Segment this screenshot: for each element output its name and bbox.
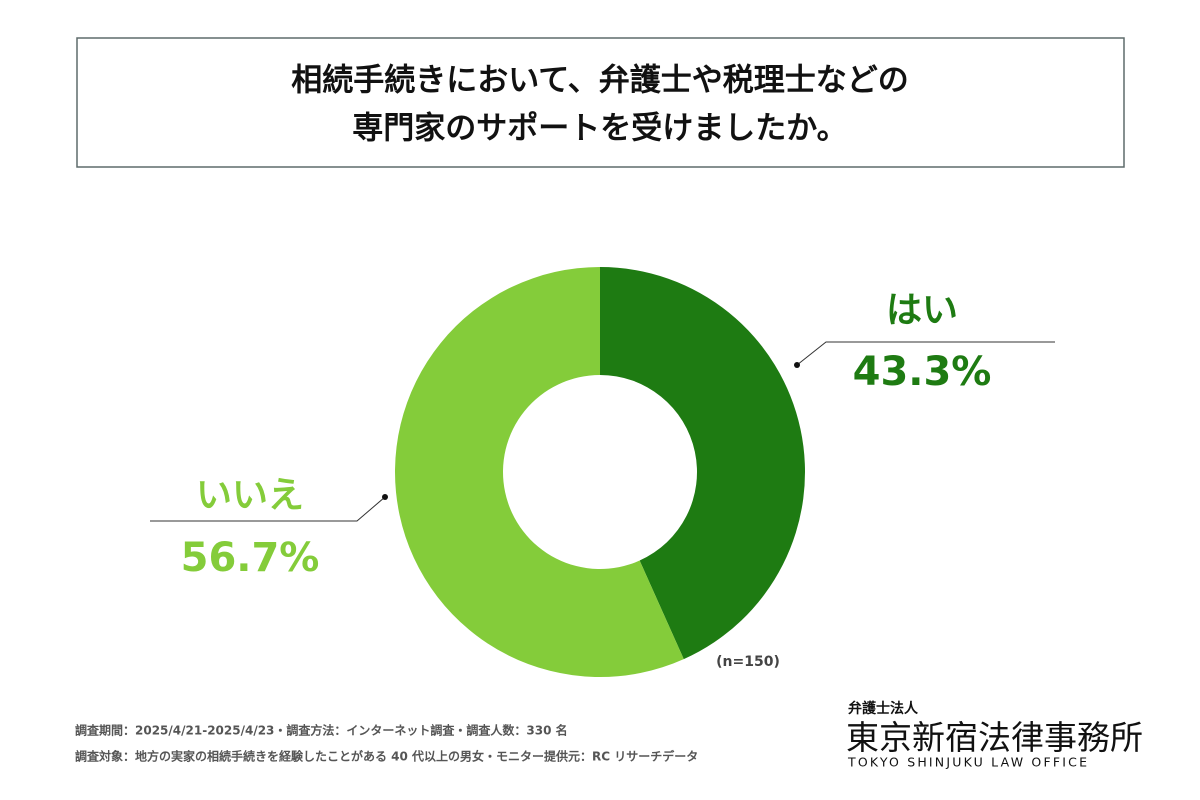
leader-line [796, 341, 1055, 366]
footnote: 調査対象：地方の実家の相続手続きを経験したことがある 40 代以上の男女・モニタ… [75, 749, 698, 764]
donut-slice [395, 267, 684, 677]
leader-dot [382, 494, 388, 500]
chart-title: 相続手続きにおいて、弁護士や税理士などの [291, 63, 909, 99]
logo-english: TOKYO SHINJUKU LAW OFFICE [847, 755, 1089, 770]
logo-name: 東京新宿法律事務所 [846, 718, 1143, 757]
slice-label: いいえ [196, 475, 304, 516]
value-label: 43.3% [853, 349, 992, 395]
donut-slice [600, 267, 805, 660]
slice-label: はい [886, 290, 958, 331]
chart-title: 専門家のサポートを受けましたか。 [352, 111, 847, 147]
annotation: (n=150) [716, 654, 780, 670]
logo-top: 弁護士法人 [848, 700, 919, 717]
footnote: 調査期間：2025/4/21-2025/4/23・調査方法：インターネット調査・… [75, 723, 568, 738]
title-box [76, 37, 1125, 168]
leader-line [150, 496, 386, 522]
value-label: 56.7% [181, 535, 320, 581]
leader-dot [794, 362, 800, 368]
